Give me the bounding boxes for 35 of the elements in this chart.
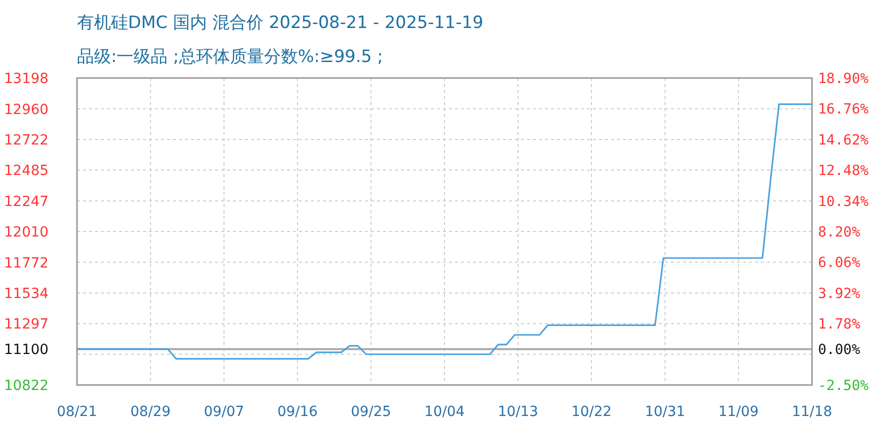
y-tick-label: 12485 <box>4 163 49 180</box>
x-tick-label: 09/07 <box>204 404 244 420</box>
y2-tick-label: 0.00% <box>818 342 861 358</box>
x-tick-label: 09/16 <box>277 404 318 420</box>
x-tick-label: 10/31 <box>644 404 686 420</box>
y-tick-label: 10822 <box>4 378 49 394</box>
y-tick-label: 11100 <box>4 342 49 358</box>
y2-tick-label: 8.20% <box>818 224 861 240</box>
y-tick-label: 12010 <box>4 224 49 240</box>
y2-tick-label: -2.50% <box>818 378 870 394</box>
y2-tick-label: 1.78% <box>818 316 861 333</box>
x-tick-label: 08/29 <box>130 404 171 420</box>
y2-tick-label: 6.06% <box>818 255 861 272</box>
y2-tick-label: 14.62% <box>818 132 870 148</box>
x-tick-label: 09/25 <box>350 404 392 420</box>
y2-tick-label: 16.76% <box>818 102 870 118</box>
subtitle: 品级:一级品 ;总环体质量分数%:≥99.5 ; <box>77 47 383 67</box>
y-tick-label: 12247 <box>4 194 49 210</box>
y2-tick-label: 12.48% <box>818 163 870 180</box>
title: 有机硅DMC 国内 混合价 2025-08-21 - 2025-11-19 <box>77 13 484 33</box>
y-tick-label: 12722 <box>4 132 49 149</box>
x-tick-label: 10/22 <box>571 404 612 420</box>
y-tick-label: 11297 <box>4 316 49 333</box>
y2-tick-label: 18.90% <box>818 71 870 87</box>
x-tick-label: 10/04 <box>424 404 465 420</box>
y-tick-label: 13198 <box>4 71 49 87</box>
y-tick-label: 11534 <box>4 286 49 302</box>
y-tick-label: 11772 <box>4 255 49 272</box>
y-tick-label: 12960 <box>4 102 49 118</box>
x-tick-label: 10/13 <box>498 404 538 420</box>
x-tick-label: 11/09 <box>718 404 759 420</box>
x-tick-label: 11/18 <box>792 404 832 420</box>
y2-tick-label: 3.92% <box>818 286 861 302</box>
x-tick-label: 08/21 <box>56 404 98 420</box>
y2-tick-label: 10.34% <box>818 194 870 210</box>
